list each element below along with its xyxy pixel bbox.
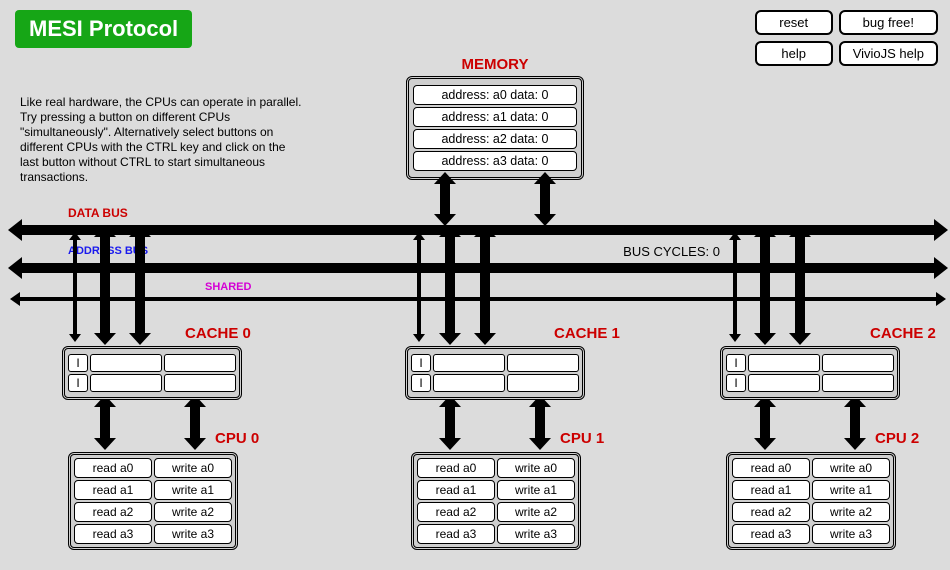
- cpu-block: read a0write a0read a1write a1read a2wri…: [68, 452, 238, 550]
- cpu-op-button[interactable]: read a2: [74, 502, 152, 522]
- cpu-op-button[interactable]: write a2: [812, 502, 890, 522]
- cpu-op-button[interactable]: read a0: [732, 458, 810, 478]
- cache-state: I: [726, 374, 746, 392]
- cache-block: I I: [720, 346, 900, 400]
- cache-addr-cell: [433, 354, 505, 372]
- data-bus-label: DATA BUS: [68, 206, 128, 220]
- memory-block: address: a0 data: 0 address: a1 data: 0 …: [406, 76, 584, 180]
- cache-addr-cell: [748, 354, 820, 372]
- memory-bus-arrow: [440, 182, 450, 216]
- cache-row: I: [68, 354, 236, 372]
- cpu-op-button[interactable]: write a0: [812, 458, 890, 478]
- title-badge: MESI Protocol: [15, 10, 192, 48]
- memory-label: MEMORY: [406, 56, 584, 73]
- cache-shared-arrow: [733, 239, 737, 335]
- shared-bus-label: SHARED: [205, 281, 251, 293]
- memory-row: address: a2 data: 0: [413, 129, 577, 149]
- cache-addr-cell: [433, 374, 505, 392]
- cpu-op-button[interactable]: write a0: [497, 458, 575, 478]
- cpu-op-button[interactable]: write a2: [497, 502, 575, 522]
- cpu-op-button[interactable]: read a2: [732, 502, 810, 522]
- cache-row: I: [726, 374, 894, 392]
- cpu-op-button[interactable]: write a3: [812, 524, 890, 544]
- cpu-op-button[interactable]: read a1: [74, 480, 152, 500]
- instructions-text: Like real hardware, the CPUs can operate…: [20, 95, 305, 185]
- cache-data-cell: [164, 374, 236, 392]
- cache-state: I: [411, 374, 431, 392]
- cache-cpu-arrow: [760, 405, 770, 440]
- cpu-block: read a0write a0read a1write a1read a2wri…: [726, 452, 896, 550]
- cache-label: CACHE 0: [185, 325, 251, 342]
- cache-block: I I: [405, 346, 585, 400]
- cache-block: I I: [62, 346, 242, 400]
- cpu-op-button[interactable]: read a3: [417, 524, 495, 544]
- cache-shared-arrow: [417, 239, 421, 335]
- cache-shared-arrow: [73, 239, 77, 335]
- cache-addr-cell: [90, 374, 162, 392]
- memory-row: address: a3 data: 0: [413, 151, 577, 171]
- cpu-block: read a0write a0read a1write a1read a2wri…: [411, 452, 581, 550]
- cache-bus-arrow: [795, 235, 805, 335]
- cache-cpu-arrow: [535, 405, 545, 440]
- cache-row: I: [411, 354, 579, 372]
- cache-label: CACHE 2: [870, 325, 936, 342]
- cache-bus-arrow: [100, 235, 110, 335]
- cache-bus-arrow: [760, 235, 770, 335]
- memory-bus-arrow: [540, 182, 550, 216]
- cache-state: I: [411, 354, 431, 372]
- cache-row: I: [411, 374, 579, 392]
- cache-state: I: [726, 354, 746, 372]
- memory-row: address: a0 data: 0: [413, 85, 577, 105]
- cache-data-cell: [822, 354, 894, 372]
- bugfree-button[interactable]: bug free!: [839, 10, 938, 35]
- cpu-op-button[interactable]: read a0: [417, 458, 495, 478]
- cache-addr-cell: [90, 354, 162, 372]
- viviojs-help-button[interactable]: VivioJS help: [839, 41, 938, 66]
- cpu-op-button[interactable]: write a2: [154, 502, 232, 522]
- cache-cpu-arrow: [445, 405, 455, 440]
- bus-cycles-value: 0: [713, 244, 720, 259]
- reset-button[interactable]: reset: [755, 10, 833, 35]
- cache-cpu-arrow: [190, 405, 200, 440]
- cache-label: CACHE 1: [554, 325, 620, 342]
- cache-cpu-arrow: [100, 405, 110, 440]
- cpu-op-button[interactable]: read a0: [74, 458, 152, 478]
- bus-cycles-label: BUS CYCLES:: [623, 244, 709, 259]
- cpu-label: CPU 2: [875, 430, 919, 447]
- bus-cycles: BUS CYCLES: 0: [623, 244, 720, 259]
- cpu-op-button[interactable]: write a1: [812, 480, 890, 500]
- cpu-op-button[interactable]: read a3: [732, 524, 810, 544]
- cpu-op-button[interactable]: write a0: [154, 458, 232, 478]
- top-buttons: reset bug free! help VivioJS help: [755, 10, 938, 66]
- cache-state: I: [68, 374, 88, 392]
- cpu-op-button[interactable]: read a3: [74, 524, 152, 544]
- cache-state: I: [68, 354, 88, 372]
- cpu-label: CPU 0: [215, 430, 259, 447]
- cpu-op-button[interactable]: read a1: [417, 480, 495, 500]
- cache-cpu-arrow: [850, 405, 860, 440]
- cache-bus-arrow: [135, 235, 145, 335]
- cpu-op-button[interactable]: write a1: [154, 480, 232, 500]
- cpu-op-button[interactable]: write a3: [154, 524, 232, 544]
- cache-row: I: [726, 354, 894, 372]
- cache-bus-arrow: [480, 235, 490, 335]
- cache-data-cell: [507, 374, 579, 392]
- cache-bus-arrow: [445, 235, 455, 335]
- cache-addr-cell: [748, 374, 820, 392]
- cpu-op-button[interactable]: write a1: [497, 480, 575, 500]
- help-button[interactable]: help: [755, 41, 833, 66]
- cache-data-cell: [822, 374, 894, 392]
- memory-row: address: a1 data: 0: [413, 107, 577, 127]
- cpu-label: CPU 1: [560, 430, 604, 447]
- cache-data-cell: [507, 354, 579, 372]
- cpu-op-button[interactable]: write a3: [497, 524, 575, 544]
- cache-row: I: [68, 374, 236, 392]
- cache-data-cell: [164, 354, 236, 372]
- cpu-op-button[interactable]: read a1: [732, 480, 810, 500]
- cpu-op-button[interactable]: read a2: [417, 502, 495, 522]
